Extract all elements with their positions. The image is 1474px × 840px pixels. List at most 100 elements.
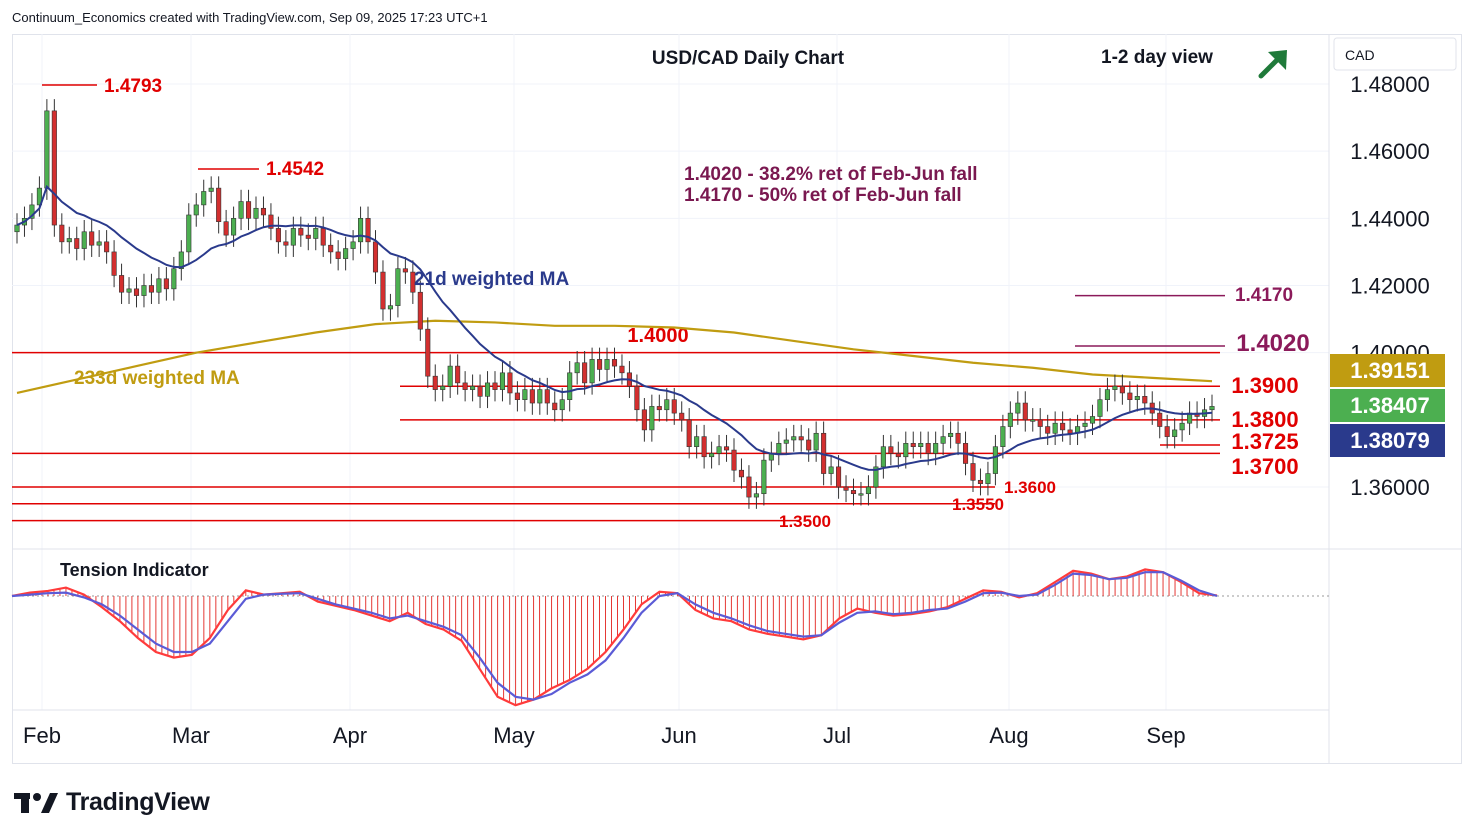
tradingview-logo[interactable]: TradingView	[14, 788, 210, 817]
candle	[365, 218, 371, 243]
support-resistance-levels: 1.40001.39001.38001.37251.37001.36001.35…	[12, 285, 1310, 531]
candle	[552, 402, 558, 411]
currency-box[interactable]: CAD	[1333, 37, 1457, 71]
candle	[679, 412, 685, 421]
price-tick-label: 1.42000	[1350, 274, 1430, 299]
candle	[977, 479, 984, 484]
candle	[1082, 422, 1088, 427]
candle	[290, 228, 296, 246]
candle	[320, 228, 326, 246]
view-label: 1-2 day view	[1101, 47, 1213, 68]
candle	[1097, 399, 1103, 417]
time-tick-label: Feb	[23, 723, 61, 748]
candle	[89, 231, 95, 246]
candle	[1060, 422, 1066, 431]
candle	[671, 399, 677, 414]
candle	[358, 218, 364, 243]
candle	[104, 241, 110, 253]
candle	[1089, 416, 1096, 424]
candle	[1104, 389, 1110, 400]
level-label: 1.3600	[1004, 478, 1056, 497]
candle	[275, 228, 281, 243]
candle	[484, 382, 491, 397]
candle	[776, 443, 782, 454]
candle	[589, 359, 595, 384]
candle	[455, 365, 461, 384]
candle	[1209, 406, 1215, 411]
candle	[74, 238, 80, 249]
candle	[1172, 429, 1178, 437]
candle	[507, 372, 513, 394]
tension-indicator-layer	[11, 568, 1329, 707]
candle	[163, 278, 169, 290]
candle	[948, 432, 954, 437]
candle	[1007, 412, 1013, 427]
candle	[59, 224, 65, 243]
level-label: 1.3800	[1231, 407, 1298, 432]
candle	[604, 359, 610, 370]
price-tag	[1330, 389, 1445, 422]
candle	[111, 251, 117, 276]
candle	[372, 241, 379, 273]
candle	[1022, 402, 1028, 421]
candle	[529, 389, 535, 404]
ma233-layer	[16, 319, 1213, 395]
candle	[641, 409, 647, 431]
price-axis: 1.480001.460001.440001.420001.400001.360…	[1330, 72, 1445, 500]
candle	[746, 476, 752, 498]
time-tick-label: May	[493, 723, 535, 748]
level-label: 1.3550	[952, 495, 1004, 514]
candle	[417, 291, 423, 330]
candle	[425, 328, 431, 377]
ma21-line	[16, 184, 1213, 471]
candle	[574, 362, 580, 374]
candle	[410, 271, 416, 293]
price-tag-label: 1.39151	[1350, 358, 1430, 383]
candle	[305, 234, 311, 239]
candle	[925, 443, 931, 454]
candle	[156, 278, 162, 293]
candle	[783, 439, 789, 444]
candle	[514, 392, 520, 400]
candle	[36, 187, 42, 206]
candle	[836, 466, 842, 488]
candle	[432, 375, 438, 390]
candle	[335, 251, 341, 259]
candle	[731, 449, 737, 471]
time-tick-label: Aug	[989, 723, 1028, 748]
candle	[96, 241, 102, 246]
candle	[1127, 392, 1133, 400]
candle	[492, 382, 498, 390]
price-tag	[1330, 354, 1445, 387]
price-tag-label: 1.38079	[1350, 428, 1430, 453]
candle	[268, 214, 274, 229]
candle	[44, 110, 50, 189]
candle	[283, 241, 289, 246]
price-tick-label: 1.48000	[1350, 72, 1430, 97]
candle	[694, 436, 700, 447]
candle	[559, 399, 565, 411]
candle	[791, 436, 797, 441]
peak-label: 1.4542	[266, 159, 324, 180]
candle	[313, 228, 319, 239]
retracement-note: 1.4020 - 38.2% ret of Feb-Jun fall	[684, 164, 978, 185]
candle	[567, 372, 573, 400]
candle	[798, 436, 804, 441]
candle	[701, 436, 707, 458]
candle	[656, 406, 662, 411]
candle	[298, 228, 304, 236]
time-axis: Feb Mar Apr May Jun Jul Aug Sep	[23, 723, 1186, 748]
ma233-line	[16, 319, 1213, 395]
price-tick-label: 1.44000	[1350, 206, 1430, 231]
candle	[387, 305, 393, 310]
currency-label: CAD	[1345, 47, 1375, 63]
candle	[1112, 385, 1118, 390]
candle	[462, 382, 468, 390]
candle	[126, 288, 132, 293]
candle	[686, 419, 692, 448]
candle	[148, 285, 154, 293]
candle	[1037, 419, 1043, 427]
ma21-layer	[16, 184, 1213, 471]
candle	[664, 399, 670, 411]
